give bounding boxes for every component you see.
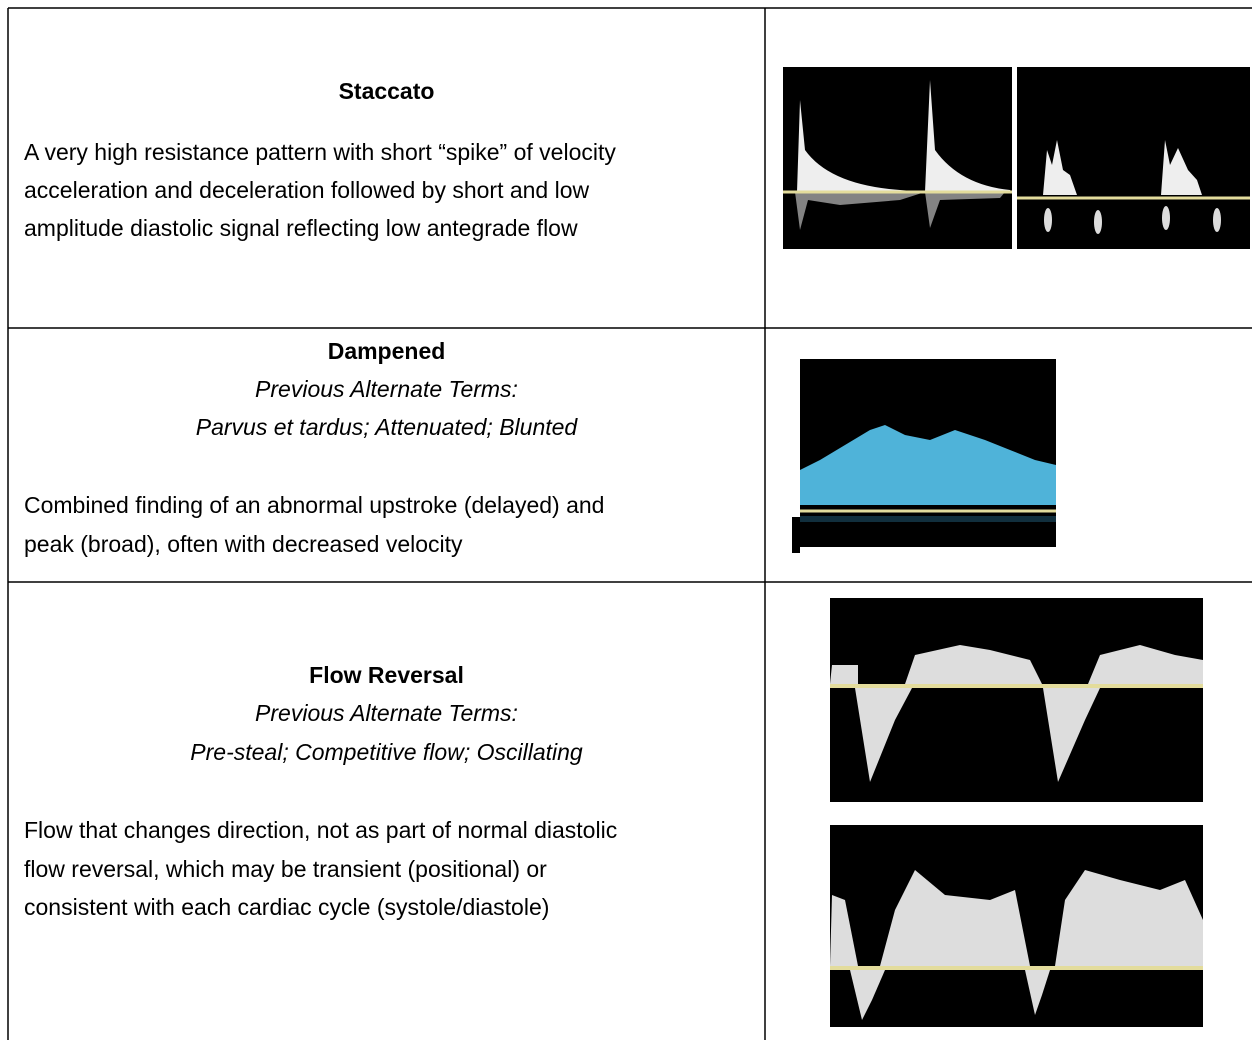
waveform xyxy=(830,665,858,684)
doppler-image xyxy=(830,598,1203,802)
image-edge xyxy=(792,517,800,553)
description-line: flow reversal, which may be transient (p… xyxy=(24,856,547,882)
waveform xyxy=(1044,208,1052,232)
description-line: Combined finding of an abnormal upstroke… xyxy=(24,492,605,518)
alt-terms: Previous Alternate Terms: xyxy=(255,376,518,402)
waveform xyxy=(1162,206,1170,230)
waveform xyxy=(1043,140,1077,195)
waveform xyxy=(1043,688,1100,782)
waveform xyxy=(905,645,1042,684)
waveform xyxy=(800,516,1056,522)
waveform xyxy=(1161,140,1202,195)
waveform xyxy=(1094,210,1102,234)
doppler-image xyxy=(830,825,1203,1027)
alt-terms: Previous Alternate Terms: xyxy=(255,700,518,726)
description-line: A very high resistance pattern with shor… xyxy=(24,139,616,165)
waveform xyxy=(880,870,1030,966)
image-bg xyxy=(783,67,1012,249)
waveform xyxy=(783,80,1012,192)
doppler-image xyxy=(1017,67,1250,249)
waveform xyxy=(795,192,1005,230)
description-line: consistent with each cardiac cycle (syst… xyxy=(24,894,550,920)
description-line: Flow that changes direction, not as part… xyxy=(24,817,618,843)
doppler-image xyxy=(783,67,1012,249)
waveform xyxy=(1055,870,1203,966)
row-title: Staccato xyxy=(338,78,435,104)
waveform xyxy=(800,425,1056,505)
waveform xyxy=(850,970,885,1020)
waveform xyxy=(1213,208,1221,232)
row-title: Flow Reversal xyxy=(309,662,464,688)
row-title: Dampened xyxy=(327,338,446,364)
alt-terms: Parvus et tardus; Attenuated; Blunted xyxy=(195,414,578,440)
description-line: amplitude diastolic signal reflecting lo… xyxy=(24,215,578,241)
waveform xyxy=(855,688,912,782)
alt-terms: Pre-steal; Competitive flow; Oscillating xyxy=(190,739,583,765)
doppler-image xyxy=(792,359,1056,553)
table-borders xyxy=(7,7,1252,1040)
description-line: peak (broad), often with decreased veloc… xyxy=(24,531,463,557)
waveform xyxy=(830,895,858,966)
description-line: acceleration and deceleration followed b… xyxy=(24,177,590,203)
waveform xyxy=(1088,645,1203,684)
waveform xyxy=(1025,970,1050,1015)
